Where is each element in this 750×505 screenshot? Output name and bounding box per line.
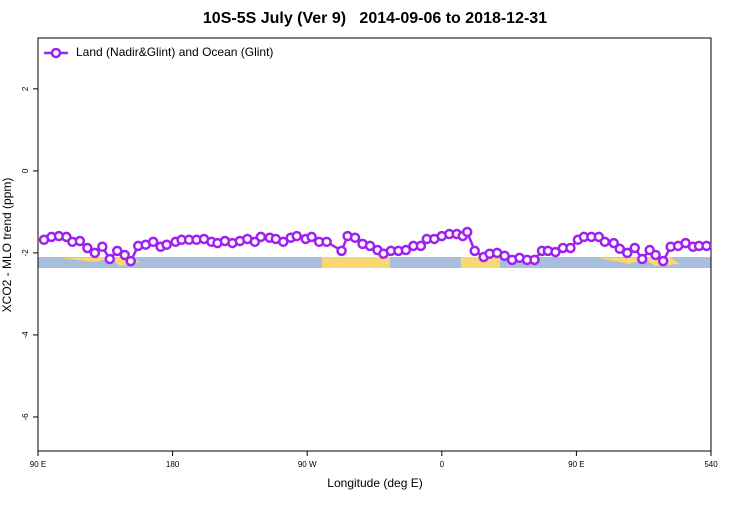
data-point [291, 230, 302, 242]
data-point [278, 236, 289, 248]
data-point [119, 249, 130, 261]
data-point [657, 255, 669, 267]
data-point [469, 245, 480, 257]
data-point [400, 244, 412, 256]
x-tick-label: 540 [704, 460, 718, 469]
legend-label: Land (Nadir&Glint) and Ocean (Glint) [76, 45, 273, 59]
y-tick-label: -6 [21, 413, 30, 421]
data-point [104, 253, 116, 265]
x-tick-label: 180 [166, 460, 180, 469]
data-point [97, 241, 108, 253]
data-point [608, 237, 620, 249]
data-point [74, 235, 86, 247]
chart-title: 10S-5S July (Ver 9) 2014-09-06 to 2018-1… [203, 10, 547, 27]
data-point [349, 232, 361, 243]
x-tick-label: 90 E [30, 460, 46, 469]
data-point [125, 255, 136, 267]
data-point [364, 240, 376, 252]
data-point [461, 226, 473, 238]
data-point [161, 239, 172, 250]
data-point [89, 247, 101, 259]
data-point [599, 236, 611, 248]
map-strip [38, 257, 711, 268]
data-point [336, 245, 347, 257]
data-point [629, 242, 640, 254]
data-point [621, 247, 633, 259]
data-point [147, 236, 159, 248]
data-point [255, 231, 267, 243]
data-point [82, 242, 93, 254]
x-tick-label: 0 [440, 460, 445, 469]
data-point [415, 240, 427, 252]
data-point [701, 240, 712, 252]
data-point [650, 249, 661, 261]
data-point [614, 243, 626, 255]
data-point [529, 254, 540, 266]
x-axis-label: Longitude (deg E) [327, 476, 422, 490]
data-point [550, 246, 561, 258]
data-point [499, 250, 510, 262]
data-point [636, 253, 648, 265]
data-point [565, 242, 576, 254]
legend-marker [50, 47, 62, 59]
y-axis-label: XCO2 - MLO trend (ppm) [0, 178, 14, 313]
data-point [112, 245, 123, 257]
y-tick-label: 0 [21, 168, 30, 173]
y-tick-label: -2 [21, 249, 30, 257]
x-tick-label: 90 E [568, 460, 584, 469]
data-point [321, 236, 332, 248]
data-point [306, 231, 317, 243]
x-tick-label: 90 W [298, 460, 317, 469]
y-tick-label: 2 [21, 86, 30, 91]
y-tick-label: -4 [21, 331, 30, 339]
